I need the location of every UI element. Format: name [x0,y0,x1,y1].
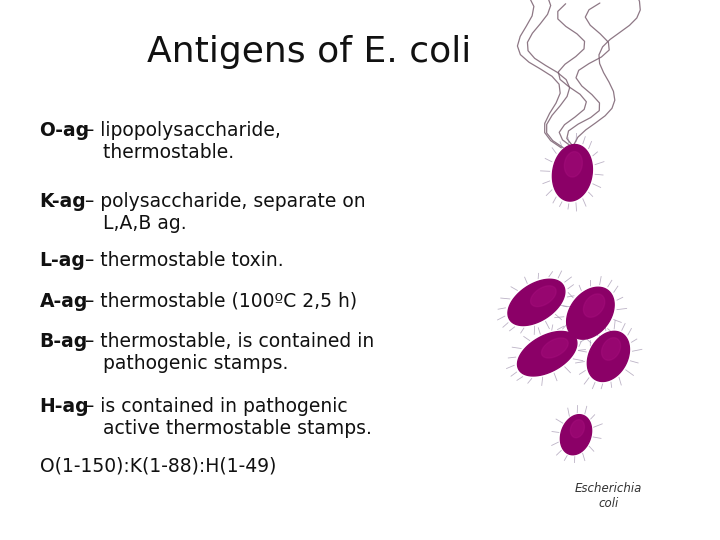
Text: – lipopolysaccharide,
    thermostable.: – lipopolysaccharide, thermostable. [79,122,282,163]
Polygon shape [508,279,565,326]
Polygon shape [560,415,592,455]
Polygon shape [564,152,582,177]
Polygon shape [552,145,593,201]
Polygon shape [567,287,614,339]
Polygon shape [602,338,621,360]
Text: – polysaccharide, separate on
    L,A,B ag.: – polysaccharide, separate on L,A,B ag. [79,192,366,233]
Text: H-ag: H-ag [40,397,89,416]
Polygon shape [570,420,585,438]
Text: K-ag: K-ag [40,192,86,211]
Polygon shape [541,338,568,358]
Polygon shape [531,286,556,307]
Text: Antigens of E. coli: Antigens of E. coli [148,35,472,69]
Text: – thermostable, is contained in
    pathogenic stamps.: – thermostable, is contained in pathogen… [79,332,374,373]
Text: – is contained in pathogenic
    active thermostable stamps.: – is contained in pathogenic active ther… [79,397,372,438]
Polygon shape [588,332,629,381]
Text: O(1-150):K(1-88):H(1-49): O(1-150):K(1-88):H(1-49) [40,456,276,475]
Text: Escherichia
coli: Escherichia coli [575,482,642,510]
Text: A-ag: A-ag [40,292,88,310]
Text: – thermostable toxin.: – thermostable toxin. [79,251,284,270]
Polygon shape [518,332,577,376]
Text: O-ag: O-ag [40,122,90,140]
Text: – thermostable (100ºC 2,5 h): – thermostable (100ºC 2,5 h) [79,292,357,310]
Text: B-ag: B-ag [40,332,88,351]
Text: L-ag: L-ag [40,251,86,270]
Polygon shape [583,294,605,318]
